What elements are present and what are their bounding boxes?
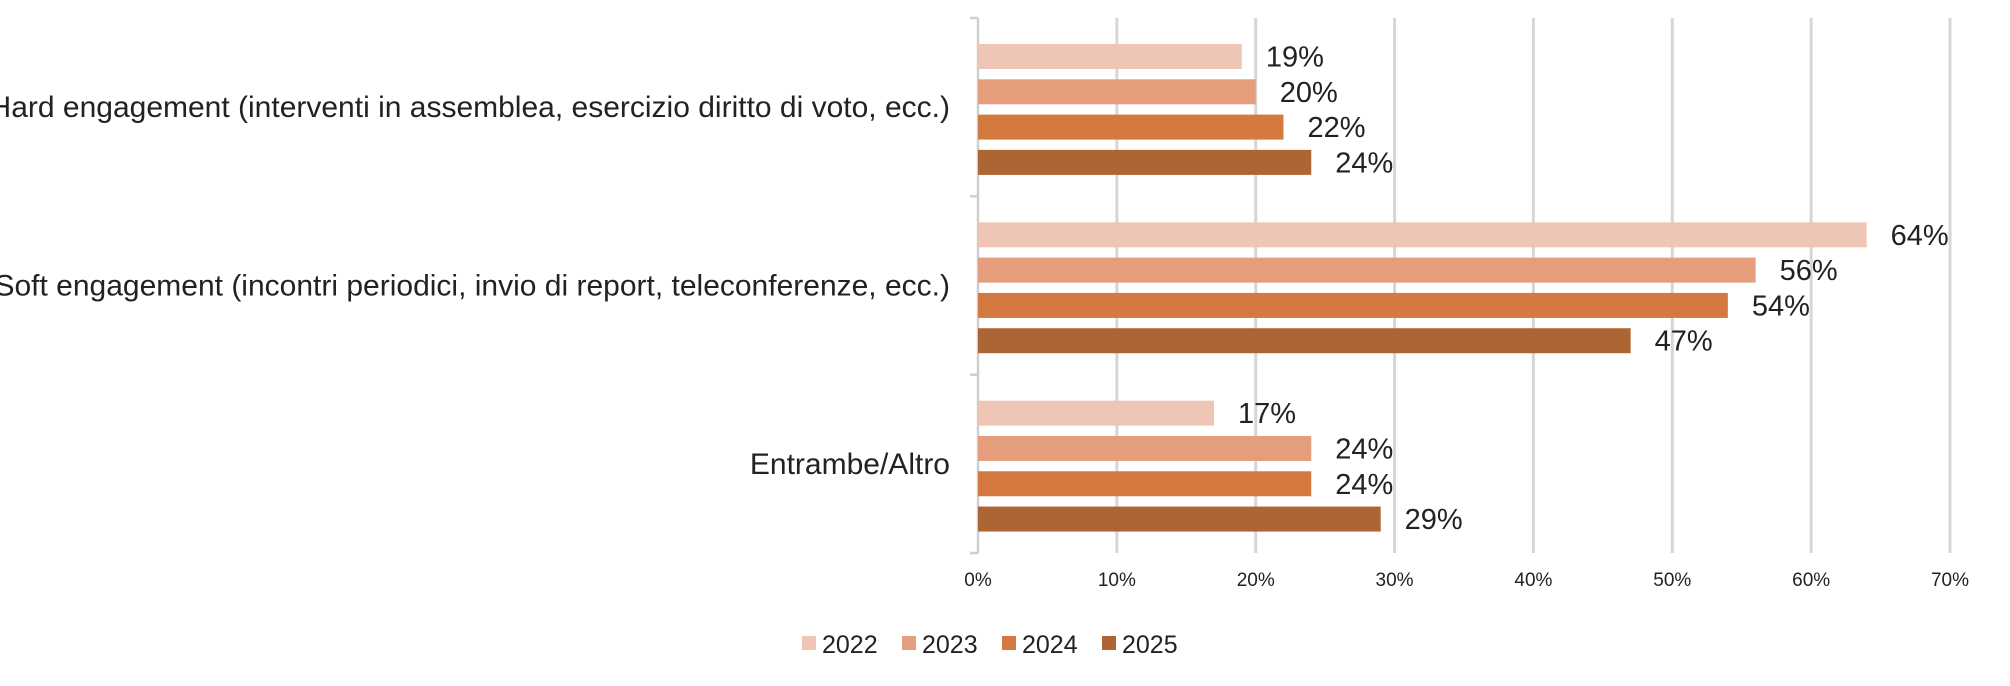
bar-2023-cat-0 [978, 79, 1256, 105]
x-tick-label-3: 30% [1376, 570, 1414, 591]
x-tick-label-4: 40% [1514, 570, 1552, 591]
bar-2024-cat-1 [978, 292, 1728, 318]
x-tick-label-0: 0% [964, 570, 992, 591]
legend-item-2023: 2023 [902, 631, 978, 659]
data-label-2022-cat-1: 64% [1891, 220, 1949, 252]
data-label-2022-cat-2: 17% [1238, 398, 1296, 430]
legend-label-2022: 2022 [822, 631, 878, 659]
data-label-2025-cat-0: 24% [1335, 147, 1393, 179]
category-label-0: Hard engagement (interventi in assemblea… [0, 91, 950, 124]
bar-2024-cat-2 [978, 471, 1312, 497]
data-label-2023-cat-2: 24% [1335, 433, 1393, 465]
x-tick-label-2: 20% [1237, 570, 1275, 591]
bar-2025-cat-0 [978, 149, 1312, 175]
bar-2022-cat-2 [978, 400, 1215, 426]
data-labels: 19%20%22%24%64%56%54%47%17%24%24%29% [1238, 42, 1949, 537]
x-tick-label-5: 50% [1653, 570, 1691, 591]
x-tick-labels: 0% 10% 20% 30% 40% 50% 60% 70% [964, 570, 1969, 591]
category-label-2: Entrambe/Altro [750, 448, 950, 481]
legend-label-2024: 2024 [1022, 631, 1078, 659]
bars [978, 44, 1867, 532]
bar-2022-cat-0 [978, 44, 1242, 69]
bar-2024-cat-0 [978, 114, 1284, 140]
data-label-2024-cat-2: 24% [1335, 469, 1393, 501]
category-axis [970, 16, 980, 555]
data-label-2025-cat-1: 47% [1655, 326, 1713, 358]
bar-2023-cat-2 [978, 435, 1312, 461]
legend-item-2025: 2025 [1102, 631, 1178, 659]
legend: 2022 2023 2024 2025 [802, 631, 1178, 659]
category-label-1: Soft engagement (incontri periodici, inv… [0, 270, 950, 303]
data-label-2024-cat-0: 22% [1307, 112, 1365, 144]
data-label-2023-cat-0: 20% [1280, 77, 1338, 109]
legend-item-2022: 2022 [802, 631, 878, 659]
data-label-2023-cat-1: 56% [1780, 255, 1838, 287]
bar-2025-cat-2 [978, 506, 1381, 532]
bar-2022-cat-1 [978, 222, 1867, 248]
bar-2025-cat-1 [978, 328, 1631, 354]
legend-swatch-2024 [1002, 636, 1016, 650]
x-tick-label-1: 10% [1098, 570, 1136, 591]
data-label-2025-cat-2: 29% [1405, 504, 1463, 536]
bar-2023-cat-1 [978, 257, 1756, 283]
legend-swatch-2022 [802, 636, 816, 650]
legend-label-2025: 2025 [1122, 631, 1178, 659]
x-tick-label-6: 60% [1792, 570, 1830, 591]
data-label-2022-cat-0: 19% [1266, 42, 1324, 74]
legend-item-2024: 2024 [1002, 631, 1078, 659]
legend-swatch-2023 [902, 636, 916, 650]
data-label-2024-cat-1: 54% [1752, 290, 1810, 322]
grid [1115, 18, 1952, 553]
legend-swatch-2025 [1102, 636, 1116, 650]
legend-label-2023: 2023 [922, 631, 978, 659]
x-tick-label-7: 70% [1931, 570, 1969, 591]
category-labels: Hard engagement (interventi in assemblea… [0, 91, 950, 481]
